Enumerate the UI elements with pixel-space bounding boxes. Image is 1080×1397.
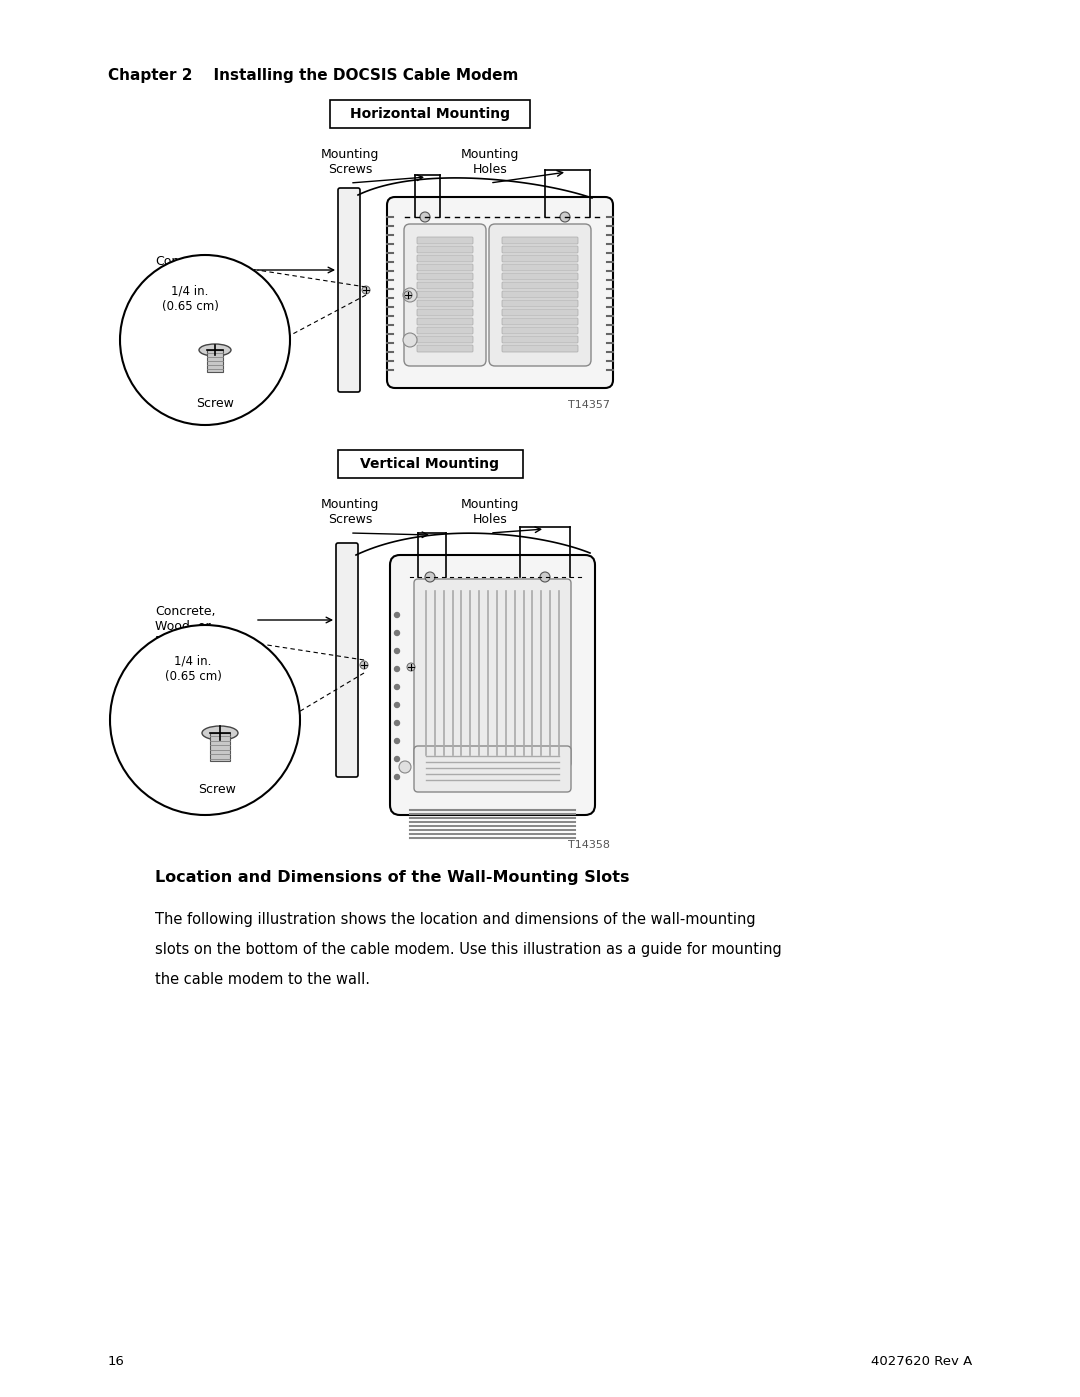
Text: 4027620 Rev A: 4027620 Rev A — [870, 1355, 972, 1368]
FancyBboxPatch shape — [336, 543, 357, 777]
Circle shape — [403, 288, 417, 302]
FancyBboxPatch shape — [502, 246, 578, 253]
Circle shape — [426, 571, 435, 583]
FancyBboxPatch shape — [502, 337, 578, 344]
Circle shape — [360, 661, 368, 669]
Circle shape — [394, 666, 400, 672]
Circle shape — [407, 664, 415, 671]
Circle shape — [394, 648, 400, 654]
Circle shape — [561, 212, 570, 222]
Text: Mounting
Holes: Mounting Holes — [461, 497, 519, 527]
FancyBboxPatch shape — [390, 555, 595, 814]
Text: Mounting
Screws: Mounting Screws — [321, 497, 379, 527]
Text: Location and Dimensions of the Wall-Mounting Slots: Location and Dimensions of the Wall-Moun… — [156, 870, 630, 886]
Circle shape — [394, 757, 400, 761]
Bar — [210, 733, 230, 761]
Text: 1/4 in.
(0.65 cm): 1/4 in. (0.65 cm) — [162, 285, 218, 313]
Ellipse shape — [199, 344, 231, 356]
FancyBboxPatch shape — [417, 345, 473, 352]
Bar — [337, 450, 523, 478]
FancyBboxPatch shape — [417, 337, 473, 344]
Circle shape — [110, 624, 300, 814]
FancyBboxPatch shape — [417, 264, 473, 271]
Circle shape — [394, 703, 400, 707]
FancyBboxPatch shape — [417, 256, 473, 263]
Text: Vertical Mounting: Vertical Mounting — [361, 457, 499, 471]
Bar — [207, 351, 222, 372]
FancyBboxPatch shape — [502, 237, 578, 244]
FancyBboxPatch shape — [417, 237, 473, 244]
Text: The following illustration shows the location and dimensions of the wall-mountin: The following illustration shows the loc… — [156, 912, 756, 928]
Text: 1/4 in.
(0.65 cm): 1/4 in. (0.65 cm) — [164, 655, 221, 683]
Text: Mounting
Screws: Mounting Screws — [321, 148, 379, 176]
Circle shape — [394, 685, 400, 690]
FancyBboxPatch shape — [404, 224, 486, 366]
Circle shape — [120, 256, 291, 425]
FancyBboxPatch shape — [502, 282, 578, 289]
FancyBboxPatch shape — [417, 291, 473, 298]
Bar — [330, 101, 530, 129]
FancyBboxPatch shape — [502, 300, 578, 307]
Text: Screw: Screw — [198, 782, 235, 796]
Text: Mounting
Holes: Mounting Holes — [461, 148, 519, 176]
FancyBboxPatch shape — [414, 578, 571, 767]
FancyBboxPatch shape — [502, 309, 578, 316]
FancyBboxPatch shape — [414, 746, 571, 792]
FancyBboxPatch shape — [417, 309, 473, 316]
FancyBboxPatch shape — [502, 345, 578, 352]
Text: 16: 16 — [108, 1355, 125, 1368]
Text: Horizontal Mounting: Horizontal Mounting — [350, 108, 510, 122]
FancyBboxPatch shape — [502, 319, 578, 326]
Circle shape — [394, 630, 400, 636]
Circle shape — [540, 571, 550, 583]
FancyBboxPatch shape — [502, 264, 578, 271]
FancyBboxPatch shape — [502, 256, 578, 263]
FancyBboxPatch shape — [387, 197, 613, 388]
Circle shape — [394, 612, 400, 617]
Circle shape — [404, 291, 411, 299]
Text: slots on the bottom of the cable modem. Use this illustration as a guide for mou: slots on the bottom of the cable modem. … — [156, 942, 782, 957]
Circle shape — [394, 739, 400, 743]
FancyBboxPatch shape — [417, 300, 473, 307]
Text: Chapter 2    Installing the DOCSIS Cable Modem: Chapter 2 Installing the DOCSIS Cable Mo… — [108, 68, 518, 82]
FancyBboxPatch shape — [417, 282, 473, 289]
FancyBboxPatch shape — [502, 291, 578, 298]
Circle shape — [399, 761, 411, 773]
Text: Concrete,
Wood, or
Drywall: Concrete, Wood, or Drywall — [156, 605, 216, 648]
Text: T14357: T14357 — [568, 400, 610, 409]
Text: T14358: T14358 — [568, 840, 610, 849]
Text: the cable modem to the wall.: the cable modem to the wall. — [156, 972, 370, 988]
Ellipse shape — [202, 726, 238, 740]
Circle shape — [394, 721, 400, 725]
FancyBboxPatch shape — [417, 272, 473, 279]
FancyBboxPatch shape — [502, 272, 578, 279]
Text: Screw: Screw — [197, 397, 234, 409]
Text: Concrete,
Wood, or
Drywall: Concrete, Wood, or Drywall — [156, 256, 216, 298]
Circle shape — [420, 212, 430, 222]
Circle shape — [394, 774, 400, 780]
FancyBboxPatch shape — [417, 319, 473, 326]
Circle shape — [362, 286, 370, 293]
FancyBboxPatch shape — [502, 327, 578, 334]
FancyBboxPatch shape — [338, 189, 360, 393]
Circle shape — [403, 332, 417, 346]
FancyBboxPatch shape — [417, 327, 473, 334]
FancyBboxPatch shape — [417, 246, 473, 253]
FancyBboxPatch shape — [489, 224, 591, 366]
